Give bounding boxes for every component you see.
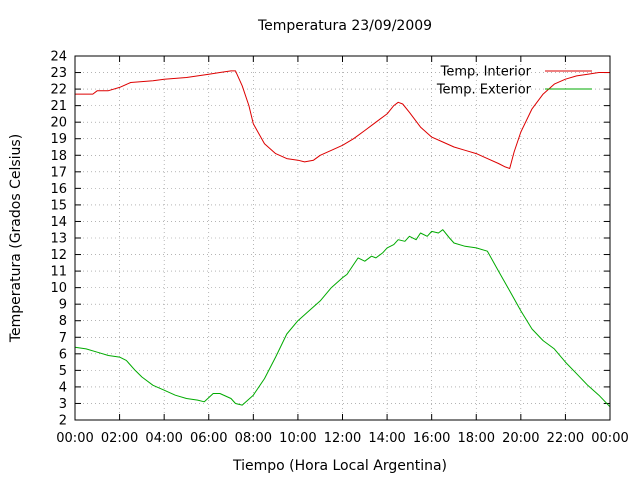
x-tick-label: 14:00 [368,431,405,446]
x-axis-title: Tiempo (Hora Local Argentina) [232,458,447,474]
y-tick-label: 19 [50,132,67,147]
y-tick-label: 18 [50,149,67,164]
x-tick-label: 00:00 [591,431,628,446]
y-tick-label: 16 [50,182,67,197]
series-group [74,70,611,408]
y-tick-label: 22 [50,83,67,98]
x-tick-label: 08:00 [235,431,272,446]
y-tick-label: 11 [50,265,67,280]
y-tick-label: 14 [50,215,67,230]
y-tick-label: 17 [50,165,67,180]
plot-frame [74,55,611,421]
y-tick-label: 5 [59,364,67,379]
y-tick-label: 20 [50,116,67,131]
x-tick-label: 00:00 [56,431,93,446]
x-tick-label: 20:00 [502,431,539,446]
series-line-interior [75,70,610,169]
chart-title: Temperatura 23/09/2009 [257,18,432,34]
y-tick-label: 4 [59,380,67,395]
x-tick-label: 16:00 [413,431,450,446]
y-tick-label: 10 [50,281,67,296]
x-tick-label: 02:00 [101,431,138,446]
x-tick-label: 12:00 [324,431,361,446]
x-tick-label: 18:00 [458,431,495,446]
series-line-exterior [74,229,611,408]
y-tick-label: 3 [59,397,67,412]
y-tick-label: 2 [59,414,67,429]
axis-ticks: 2345678910111213141516171819202122232400… [50,50,628,447]
x-tick-label: 10:00 [279,431,316,446]
y-tick-label: 8 [59,314,67,329]
y-tick-label: 23 [50,66,67,81]
grid [75,56,610,420]
y-tick-label: 12 [50,248,67,263]
legend-label-interior: Temp. Interior [440,65,532,80]
y-axis-title: Temperatura (Grados Celsius) [8,134,24,343]
y-tick-label: 6 [59,347,67,362]
y-tick-label: 7 [59,331,67,346]
x-tick-label: 06:00 [190,431,227,446]
x-tick-label: 04:00 [145,431,182,446]
y-tick-label: 15 [50,198,67,213]
y-tick-label: 13 [50,232,67,247]
legend: Temp. Interior Temp. Exterior [436,65,592,98]
y-tick-label: 21 [50,99,67,114]
legend-label-exterior: Temp. Exterior [436,83,532,98]
x-tick-label: 22:00 [547,431,584,446]
y-tick-label: 24 [50,50,67,65]
y-tick-label: 9 [59,298,67,313]
